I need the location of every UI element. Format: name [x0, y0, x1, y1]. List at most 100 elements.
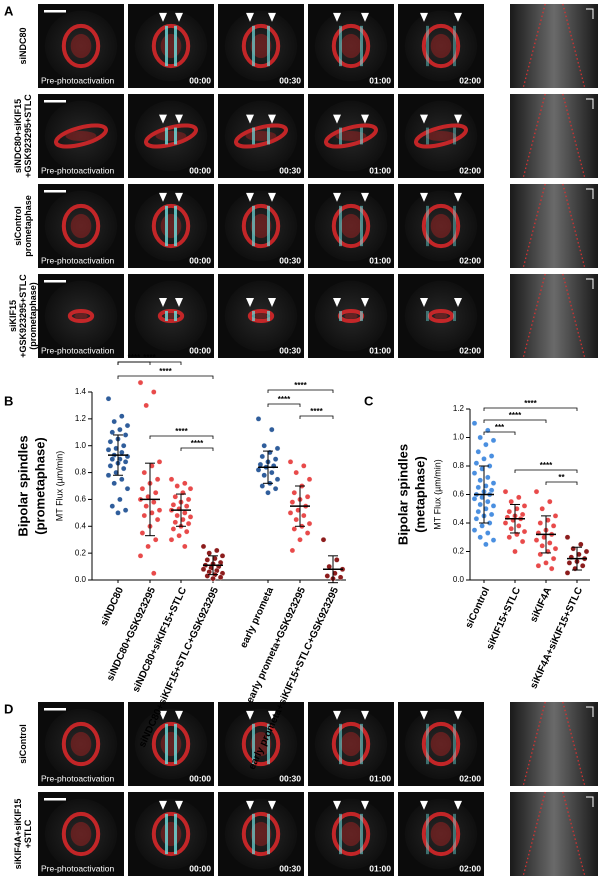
data-point: [117, 426, 123, 433]
data-point: [521, 528, 528, 535]
spindle-core: [344, 312, 358, 320]
data-point: [183, 528, 190, 535]
data-point: [105, 472, 112, 479]
spindle-core: [160, 33, 182, 59]
data-point: [548, 565, 555, 572]
pa-mark: [252, 25, 255, 67]
data-point: [481, 456, 487, 462]
data-point: [516, 523, 522, 529]
data-point: [539, 543, 546, 549]
data-point: [145, 543, 151, 550]
pa-mark: [267, 205, 270, 247]
y-tick-label: 0.8: [453, 461, 465, 470]
data-point: [483, 541, 489, 548]
data-point: [535, 562, 542, 569]
spindle-core: [430, 213, 452, 239]
data-point: [119, 476, 125, 483]
timepoint: 01:00: [369, 863, 391, 873]
arrowhead: [246, 114, 254, 124]
data-point: [156, 507, 163, 513]
data-point: [539, 505, 546, 512]
timepoint: 00:00: [189, 863, 211, 873]
arrowhead: [333, 192, 341, 202]
data-point: [550, 555, 557, 562]
spindle-core: [160, 731, 182, 757]
data-point: [143, 402, 149, 409]
panel-letter: B: [4, 393, 13, 408]
spindle-core: [340, 213, 362, 239]
data-point: [506, 534, 513, 541]
data-point: [297, 536, 303, 543]
sig-bracket: [545, 481, 578, 485]
data-point: [174, 512, 180, 519]
data-point: [259, 483, 266, 489]
data-point: [261, 442, 268, 449]
kymograph: [510, 94, 598, 178]
y-tick-label: 0.6: [75, 495, 87, 504]
kymograph: [510, 4, 598, 88]
data-point: [483, 505, 489, 512]
arrowhead: [175, 297, 183, 307]
spindle: [241, 811, 281, 857]
arrowhead: [454, 297, 462, 307]
x-tick-label: siKIF15+STLC: [485, 586, 524, 652]
x-tick-label: siNDC80: [99, 585, 127, 627]
data-point: [187, 485, 194, 492]
data-point: [219, 553, 226, 559]
arrowhead: [268, 800, 276, 810]
data-point: [576, 551, 582, 558]
x-tick-label: siControl: [464, 586, 493, 631]
sig-label: **: [558, 473, 565, 482]
pa-mark: [360, 310, 363, 322]
data-point: [120, 442, 127, 449]
data-point: [117, 496, 123, 503]
sig-label: ****: [310, 407, 323, 416]
arrowhead: [159, 800, 167, 810]
data-point: [213, 547, 220, 554]
arrowhead: [268, 12, 276, 22]
sig-label: ****: [509, 411, 522, 420]
arrowhead: [175, 12, 183, 22]
row-label: siKIF15+GSK923295+STLC(prometaphase): [8, 274, 38, 358]
data-point: [187, 514, 194, 520]
row-title: (prometaphase): [32, 437, 47, 535]
spindle: [421, 721, 461, 767]
pre-label: Pre-photoactivation: [41, 863, 115, 873]
data-point: [105, 446, 112, 453]
pa-mark: [165, 25, 168, 67]
arrowhead: [246, 800, 254, 810]
arrowhead: [361, 710, 369, 720]
data-point: [477, 534, 484, 541]
spindle-core: [70, 213, 92, 239]
x-tick-label: siKIF4A: [528, 586, 554, 624]
data-point: [274, 476, 281, 483]
spindle-core: [65, 130, 97, 142]
spindle: [421, 203, 461, 249]
arrowhead: [420, 800, 428, 810]
data-point: [502, 520, 509, 526]
data-point: [109, 456, 116, 462]
arrowhead: [246, 710, 254, 720]
data-point: [514, 505, 520, 512]
spindle: [331, 721, 371, 767]
pa-mark: [339, 25, 342, 67]
y-tick-label: 0.0: [75, 575, 87, 584]
arrowhead: [268, 710, 276, 720]
arrowhead: [333, 800, 341, 810]
arrowhead: [159, 192, 167, 202]
data-point: [176, 532, 182, 539]
scale-bar: [44, 10, 66, 13]
data-point: [124, 422, 131, 429]
data-point: [289, 499, 296, 505]
timepoint: 00:30: [279, 75, 301, 85]
data-point: [274, 445, 281, 452]
spindle: [247, 308, 275, 324]
data-point: [139, 530, 146, 536]
kymo-track: [522, 183, 546, 269]
data-point: [300, 463, 307, 469]
pa-mark: [339, 813, 342, 855]
arrowhead: [246, 297, 254, 307]
y-tick-label: 1.2: [453, 404, 465, 413]
data-point: [150, 389, 157, 395]
arrowhead: [420, 297, 428, 307]
